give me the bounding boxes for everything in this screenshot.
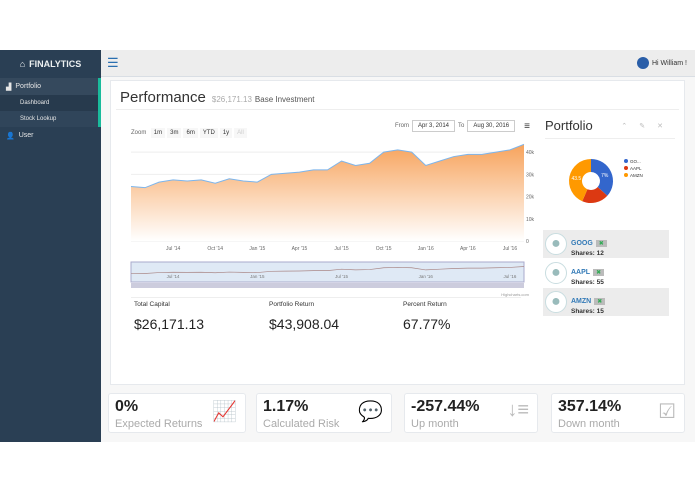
to-date-input[interactable]: Aug 30, 2016 (467, 120, 516, 132)
range-selector: Zoom 1m 3m 6m YTD 1y All (131, 121, 249, 139)
total-capital: $26,171.13 (134, 316, 205, 332)
x-tick-label: Oct '14 (207, 246, 223, 252)
navigator-tick: Jul '16 (504, 274, 517, 279)
wrench-icon[interactable]: ✎ (639, 122, 658, 130)
user-icon: 👤 (6, 132, 15, 140)
tile-down-month: 357.14% Down month ☑ (551, 393, 685, 433)
navigator-tick: Jul '14 (167, 274, 180, 279)
user-menu[interactable]: Hi William ! (637, 57, 687, 69)
home-icon: ⌂ (19, 59, 26, 69)
zoom-6m[interactable]: 6m (183, 128, 198, 138)
navigator (130, 261, 525, 283)
y-tick-label: 30k (526, 172, 535, 178)
x-tick-label: Jul '16 (503, 246, 518, 252)
pie-slice-aapl (582, 187, 608, 203)
y-tick-label: 0 (526, 239, 529, 245)
pie-slice-amzn (569, 159, 591, 202)
navigator-tick: Jul '15 (335, 274, 348, 279)
from-date-input[interactable]: Apr 3, 2014 (412, 120, 456, 132)
sidebar-item-dashboard[interactable]: Dashboard (0, 95, 101, 111)
avatar-icon: ● (545, 291, 567, 313)
holding-item: ● GOOG ✖ Shares: 12 (543, 230, 669, 258)
y-tick-label: 10k (526, 217, 535, 223)
x-tick-label: Jan '15 (249, 246, 265, 252)
stats-row: Total Capital $26,171.13 Portfolio Return… (134, 301, 523, 332)
legend-marker (624, 159, 628, 163)
avatar-icon: ● (545, 262, 567, 284)
zoom-1m[interactable]: 1m (150, 128, 166, 138)
tile-up-month: -257.44% Up month ↓≡ (404, 393, 538, 433)
avatar-icon: ● (545, 233, 567, 255)
base-label: Base Investment (254, 95, 315, 104)
portfolio-return: $43,908.04 (269, 316, 340, 332)
tile-calculated-risk: 1.17% Calculated Risk 💬 (256, 393, 392, 433)
x-tick-label: Jul '15 (334, 246, 349, 252)
legend-marker (624, 166, 628, 170)
pie-label: 7% (601, 173, 609, 179)
x-tick-label: Apr '16 (460, 246, 476, 252)
portfolio-header: Portfolio ⌃✎✕ (545, 118, 675, 133)
credits: Highcharts.com (501, 292, 529, 297)
chart-menu-icon[interactable]: ≡ (524, 120, 530, 132)
sidebar-item-portfolio[interactable]: ▟ Portfolio (0, 78, 101, 95)
legend-item: AAPL (630, 166, 642, 171)
line-chart-icon: 📈 (212, 401, 237, 423)
avatar (637, 57, 649, 69)
pie-label: 43.5 (571, 176, 581, 182)
area-chart-icon: ▟ (6, 83, 12, 91)
collapse-icon[interactable]: ⌃ (621, 122, 640, 130)
zoom-3m[interactable]: 3m (167, 128, 182, 138)
series-line (130, 143, 525, 189)
pie-slice-goog (591, 159, 613, 196)
navigator-scrollbar[interactable] (131, 283, 524, 288)
remove-button[interactable]: ✖ (594, 297, 606, 305)
remove-button[interactable]: ✖ (595, 239, 607, 247)
sidebar-item-user[interactable]: 👤 User (6, 132, 34, 140)
zoom-1y[interactable]: 1y (219, 128, 233, 138)
area-fill (131, 144, 524, 241)
legend-marker (624, 173, 628, 177)
navigator-tick: Jan '15 (250, 274, 265, 279)
x-tick-label: Apr '15 (292, 246, 308, 252)
legend-item: AMZN (630, 173, 643, 178)
zoom-ytd[interactable]: YTD (199, 128, 218, 138)
legend-item: GO... (630, 159, 641, 164)
holding-item: ● AAPL ✖ Shares: 55 (543, 259, 669, 287)
close-icon[interactable]: ✕ (657, 122, 675, 130)
x-tick-label: Jul '14 (166, 246, 181, 252)
top-nav: ☰ Hi William ! (101, 50, 695, 77)
portfolio-pie-chart: 7% GO... AAPL 43.5 AMZN (569, 159, 643, 203)
percent-return: 67.77% (403, 316, 451, 332)
y-tick-label: 20k (526, 195, 535, 201)
page-title: Performance (120, 89, 206, 106)
check-square-icon: ☑ (658, 401, 676, 423)
holding-item: ● AMZN ✖ Shares: 15 (543, 288, 669, 316)
navigator-line (130, 266, 525, 274)
sidebar-item-stock-lookup[interactable]: Stock Lookup (0, 111, 101, 127)
comments-icon: 💬 (358, 401, 383, 423)
navigator-tick: Jan '16 (419, 274, 434, 279)
tile-expected-returns: 0% Expected Returns 📈 (108, 393, 246, 433)
zoom-all[interactable]: All (234, 128, 247, 138)
x-tick-label: Jan '16 (418, 246, 434, 252)
remove-button[interactable]: ✖ (593, 268, 605, 276)
sidebar: ⌂ FINALYTICS ▟ Portfolio Dashboard Stock L… (0, 50, 101, 442)
performance-chart[interactable]: 0 10k 20k 30k 40k Jul '14 Oct '14 Jan '15 Apr '1… (129, 133, 549, 313)
x-tick-label: Oct '15 (376, 246, 392, 252)
brand[interactable]: ⌂ FINALYTICS (19, 59, 82, 69)
sort-amount-desc-icon: ↓≡ (507, 399, 529, 421)
base-amount: $26,171.13 (211, 95, 252, 104)
hamburger-icon[interactable]: ☰ (107, 55, 119, 70)
y-tick-label: 40k (526, 150, 535, 156)
